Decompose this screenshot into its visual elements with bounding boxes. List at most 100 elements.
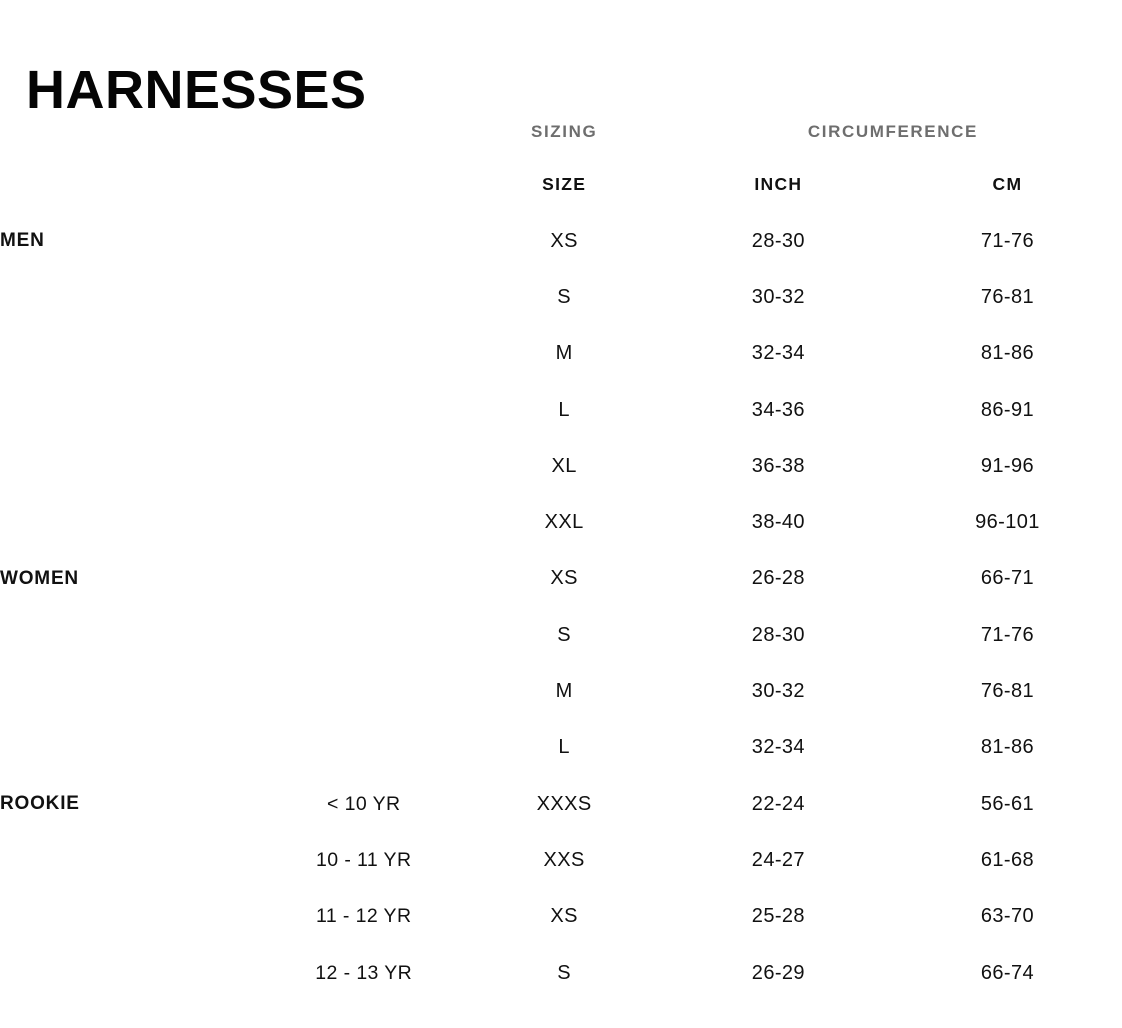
table-row: L 34-36 86-91 [0,382,1122,438]
section-label-rookie: ROOKIE [0,793,80,815]
cell-size: XXXS [536,792,592,815]
cell-cm: 86-91 [980,398,1035,421]
column-header-size: SIZE [542,174,587,194]
cell-cm: 91-96 [980,454,1035,477]
group-header-row: SIZING CIRCUMFERENCE [0,108,1122,156]
cell-age [263,607,464,663]
section-label-empty [0,494,263,550]
cell-size: XL [551,454,577,477]
column-header-cm: CM [992,174,1023,194]
cell-age: < 10 YR [327,792,401,815]
cell-inch: 32-34 [751,342,805,365]
cell-inch: 25-28 [751,905,805,928]
group-header-age [263,108,464,156]
cell-age [263,551,464,607]
column-header-category [0,156,263,213]
group-header-circumference: CIRCUMFERENCE [807,122,978,141]
cell-size: XXL [544,511,584,534]
cell-size: XS [550,905,578,928]
column-header-age [263,156,464,213]
table-body: MEN XS 28-30 71-76 S 30-32 76-81 M 32-34 81-86 L 34… [0,213,1122,1001]
cell-cm: 56-61 [980,792,1035,815]
table-row: L 32-34 81-86 [0,720,1122,776]
section-label-empty [0,269,263,325]
cell-size: M [555,342,573,365]
cell-inch: 26-28 [751,567,805,590]
cell-inch: 34-36 [751,398,805,421]
cell-age [263,720,464,776]
cell-inch: 24-27 [751,848,805,871]
section-label-empty [0,663,263,719]
cell-age [263,382,464,438]
page-title: HARNESSES [26,60,367,121]
cell-inch: 30-32 [751,285,805,308]
cell-inch: 28-30 [751,229,805,252]
column-header-row: SIZE INCH CM [0,156,1122,213]
cell-size: L [558,736,570,759]
section-label-women: WOMEN [0,567,79,589]
cell-inch: 28-30 [751,623,805,646]
cell-size: S [557,623,572,646]
cell-size: S [557,961,572,984]
section-label-empty [0,607,263,663]
cell-age [263,326,464,382]
table-row: XXL 38-40 96-101 [0,494,1122,550]
cell-cm: 71-76 [980,623,1035,646]
cell-inch: 26-29 [751,961,805,984]
cell-cm: 63-70 [980,905,1035,928]
table-row: S 30-32 76-81 [0,269,1122,325]
section-label-empty [0,720,263,776]
cell-cm: 96-101 [975,511,1040,534]
cell-cm: 76-81 [980,285,1035,308]
cell-inch: 30-32 [751,680,805,703]
cell-cm: 66-71 [980,567,1035,590]
cell-age [263,663,464,719]
section-label-empty [0,832,263,888]
cell-inch: 22-24 [751,792,805,815]
cell-cm: 71-76 [980,229,1035,252]
cell-inch: 32-34 [751,736,805,759]
group-header-sizing: SIZING [531,122,598,141]
cell-cm: 81-86 [980,736,1035,759]
cell-age: 10 - 11 YR [316,848,412,871]
cell-inch: 38-40 [751,511,805,534]
column-header-inch: INCH [754,174,803,194]
cell-inch: 36-38 [751,454,805,477]
table-row: XL 36-38 91-96 [0,438,1122,494]
cell-size: XS [550,229,578,252]
cell-age [263,494,464,550]
cell-cm: 76-81 [980,680,1035,703]
cell-cm: 61-68 [980,848,1035,871]
table-row: 10 - 11 YR XXS 24-27 61-68 [0,832,1122,888]
cell-age [263,438,464,494]
cell-age [263,269,464,325]
cell-size: S [557,285,572,308]
table-row: MEN XS 28-30 71-76 [0,213,1122,269]
table-row: S 28-30 71-76 [0,607,1122,663]
cell-size: XXS [543,848,585,871]
table-row: ROOKIE < 10 YR XXXS 22-24 56-61 [0,776,1122,832]
table-row: M 30-32 76-81 [0,663,1122,719]
cell-size: L [558,398,570,421]
group-header-category [0,108,263,156]
section-label-empty [0,889,263,945]
section-label-empty [0,945,263,1001]
cell-size: M [555,680,573,703]
cell-age: 12 - 13 YR [315,961,413,984]
section-label-empty [0,382,263,438]
table-row: 11 - 12 YR XS 25-28 63-70 [0,889,1122,945]
table-row: 12 - 13 YR S 26-29 66-74 [0,945,1122,1001]
cell-age [263,213,464,269]
table-head: SIZING CIRCUMFERENCE SIZE INCH CM [0,108,1122,213]
section-label-empty [0,438,263,494]
cell-cm: 81-86 [980,342,1035,365]
section-label-men: MEN [0,230,45,252]
cell-age: 11 - 12 YR [316,905,412,928]
table-row: WOMEN XS 26-28 66-71 [0,551,1122,607]
cell-cm: 66-74 [980,961,1035,984]
size-chart-table: SIZING CIRCUMFERENCE SIZE INCH CM MEN XS 2… [0,108,1122,1001]
cell-size: XS [550,567,578,590]
table-row: M 32-34 81-86 [0,326,1122,382]
section-label-empty [0,326,263,382]
